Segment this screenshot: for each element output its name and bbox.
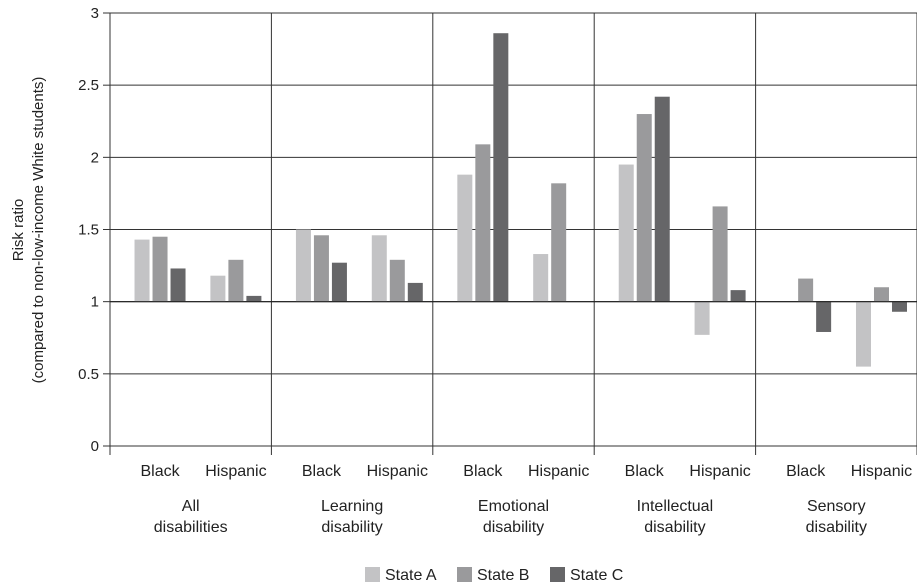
x-subgroup-label-4-hispanic: Hispanic — [689, 463, 750, 480]
x-subgroup-label-5-hispanic: Hispanic — [851, 463, 912, 480]
bar-state-a-1-hispanic — [210, 275, 226, 302]
bar-state-c-3-black — [493, 33, 509, 302]
x-group-label-5-line-1: Sensory — [807, 498, 866, 515]
bar-state-c-5-hispanic — [891, 301, 907, 312]
bar-state-a-3-hispanic — [533, 254, 549, 302]
y-axis-subtitle: (compared to non-low-income White studen… — [30, 77, 47, 384]
y-tick-label-4: 2 — [91, 149, 99, 166]
x-subgroup-label-1-black: Black — [140, 463, 180, 480]
legend-label-state-c: State C — [570, 567, 623, 584]
y-tick-label-2: 1 — [91, 294, 99, 311]
legend-label-state-b: State B — [477, 567, 529, 584]
y-tick-labels: 0 0.5 1 1.5 2 2.5 3 — [78, 5, 110, 455]
bar-state-a-4-black — [618, 164, 634, 302]
legend-label-state-a: State A — [385, 567, 437, 584]
bar-state-c-2-hispanic — [407, 282, 423, 302]
x-subgroup-label-4-black: Black — [625, 463, 665, 480]
x-subgroup-label-5-black: Black — [786, 463, 826, 480]
gridlines — [110, 12, 917, 447]
x-subgroup-label-2-black: Black — [302, 463, 342, 480]
bar-state-c-4-hispanic — [730, 290, 746, 302]
bar-state-a-2-black — [295, 229, 311, 302]
x-group-label-3-line-2: disability — [483, 519, 544, 536]
x-group-label-2-line-1: Learning — [321, 498, 383, 515]
bar-state-b-1-black — [152, 236, 168, 302]
plot-frame — [109, 13, 917, 455]
legend-swatch-state-a — [365, 567, 380, 582]
bar-state-c-4-black — [654, 96, 670, 302]
x-group-label-1-line-2: disabilities — [154, 519, 228, 536]
legend: State A State B State C — [365, 567, 623, 584]
bar-state-b-2-black — [313, 235, 329, 302]
bar-state-b-5-black — [798, 278, 814, 302]
x-group-label-4-line-2: disability — [644, 519, 705, 536]
bar-state-c-2-black — [331, 262, 347, 302]
x-subgroup-label-3-hispanic: Hispanic — [528, 463, 589, 480]
bar-state-a-1-black — [134, 239, 150, 302]
bar-state-b-3-hispanic — [551, 183, 567, 302]
bar-state-a-5-hispanic — [855, 301, 871, 367]
bar-state-c-5-black — [816, 301, 832, 332]
bar-state-c-1-black — [170, 268, 186, 302]
bar-state-a-2-hispanic — [371, 235, 387, 302]
legend-swatch-state-b — [457, 567, 472, 582]
bar-state-b-2-hispanic — [389, 259, 405, 302]
bar-state-b-4-black — [636, 114, 652, 302]
x-subgroup-label-1-hispanic: Hispanic — [205, 463, 266, 480]
y-tick-label-6: 3 — [91, 5, 99, 22]
bar-state-b-4-hispanic — [712, 206, 728, 302]
bar-state-c-1-hispanic — [246, 295, 262, 302]
x-subgroup-label-2-hispanic: Hispanic — [367, 463, 428, 480]
y-tick-label-1: 0.5 — [78, 366, 99, 383]
bar-state-a-4-hispanic — [694, 301, 710, 335]
bar-state-a-3-black — [457, 174, 473, 302]
bar-state-b-3-black — [475, 144, 491, 302]
bar-state-b-1-hispanic — [228, 259, 244, 302]
y-tick-label-0: 0 — [91, 438, 99, 455]
y-tick-label-3: 1.5 — [78, 222, 99, 239]
legend-swatch-state-c — [550, 567, 565, 582]
y-axis-title: Risk ratio — [10, 199, 27, 262]
x-group-label-3-line-1: Emotional — [478, 498, 549, 515]
x-group-label-5-line-2: disability — [806, 519, 867, 536]
x-group-label-4-line-1: Intellectual — [637, 498, 714, 515]
y-tick-label-5: 2.5 — [78, 77, 99, 94]
x-category-labels: Black Hispanic All disabilities Black Hispani… — [140, 463, 912, 536]
x-group-label-1-line-1: All — [182, 498, 200, 515]
x-group-label-2-line-2: disability — [321, 519, 382, 536]
bars — [134, 33, 907, 367]
bar-state-b-5-hispanic — [873, 287, 889, 302]
x-subgroup-label-3-black: Black — [463, 463, 503, 480]
